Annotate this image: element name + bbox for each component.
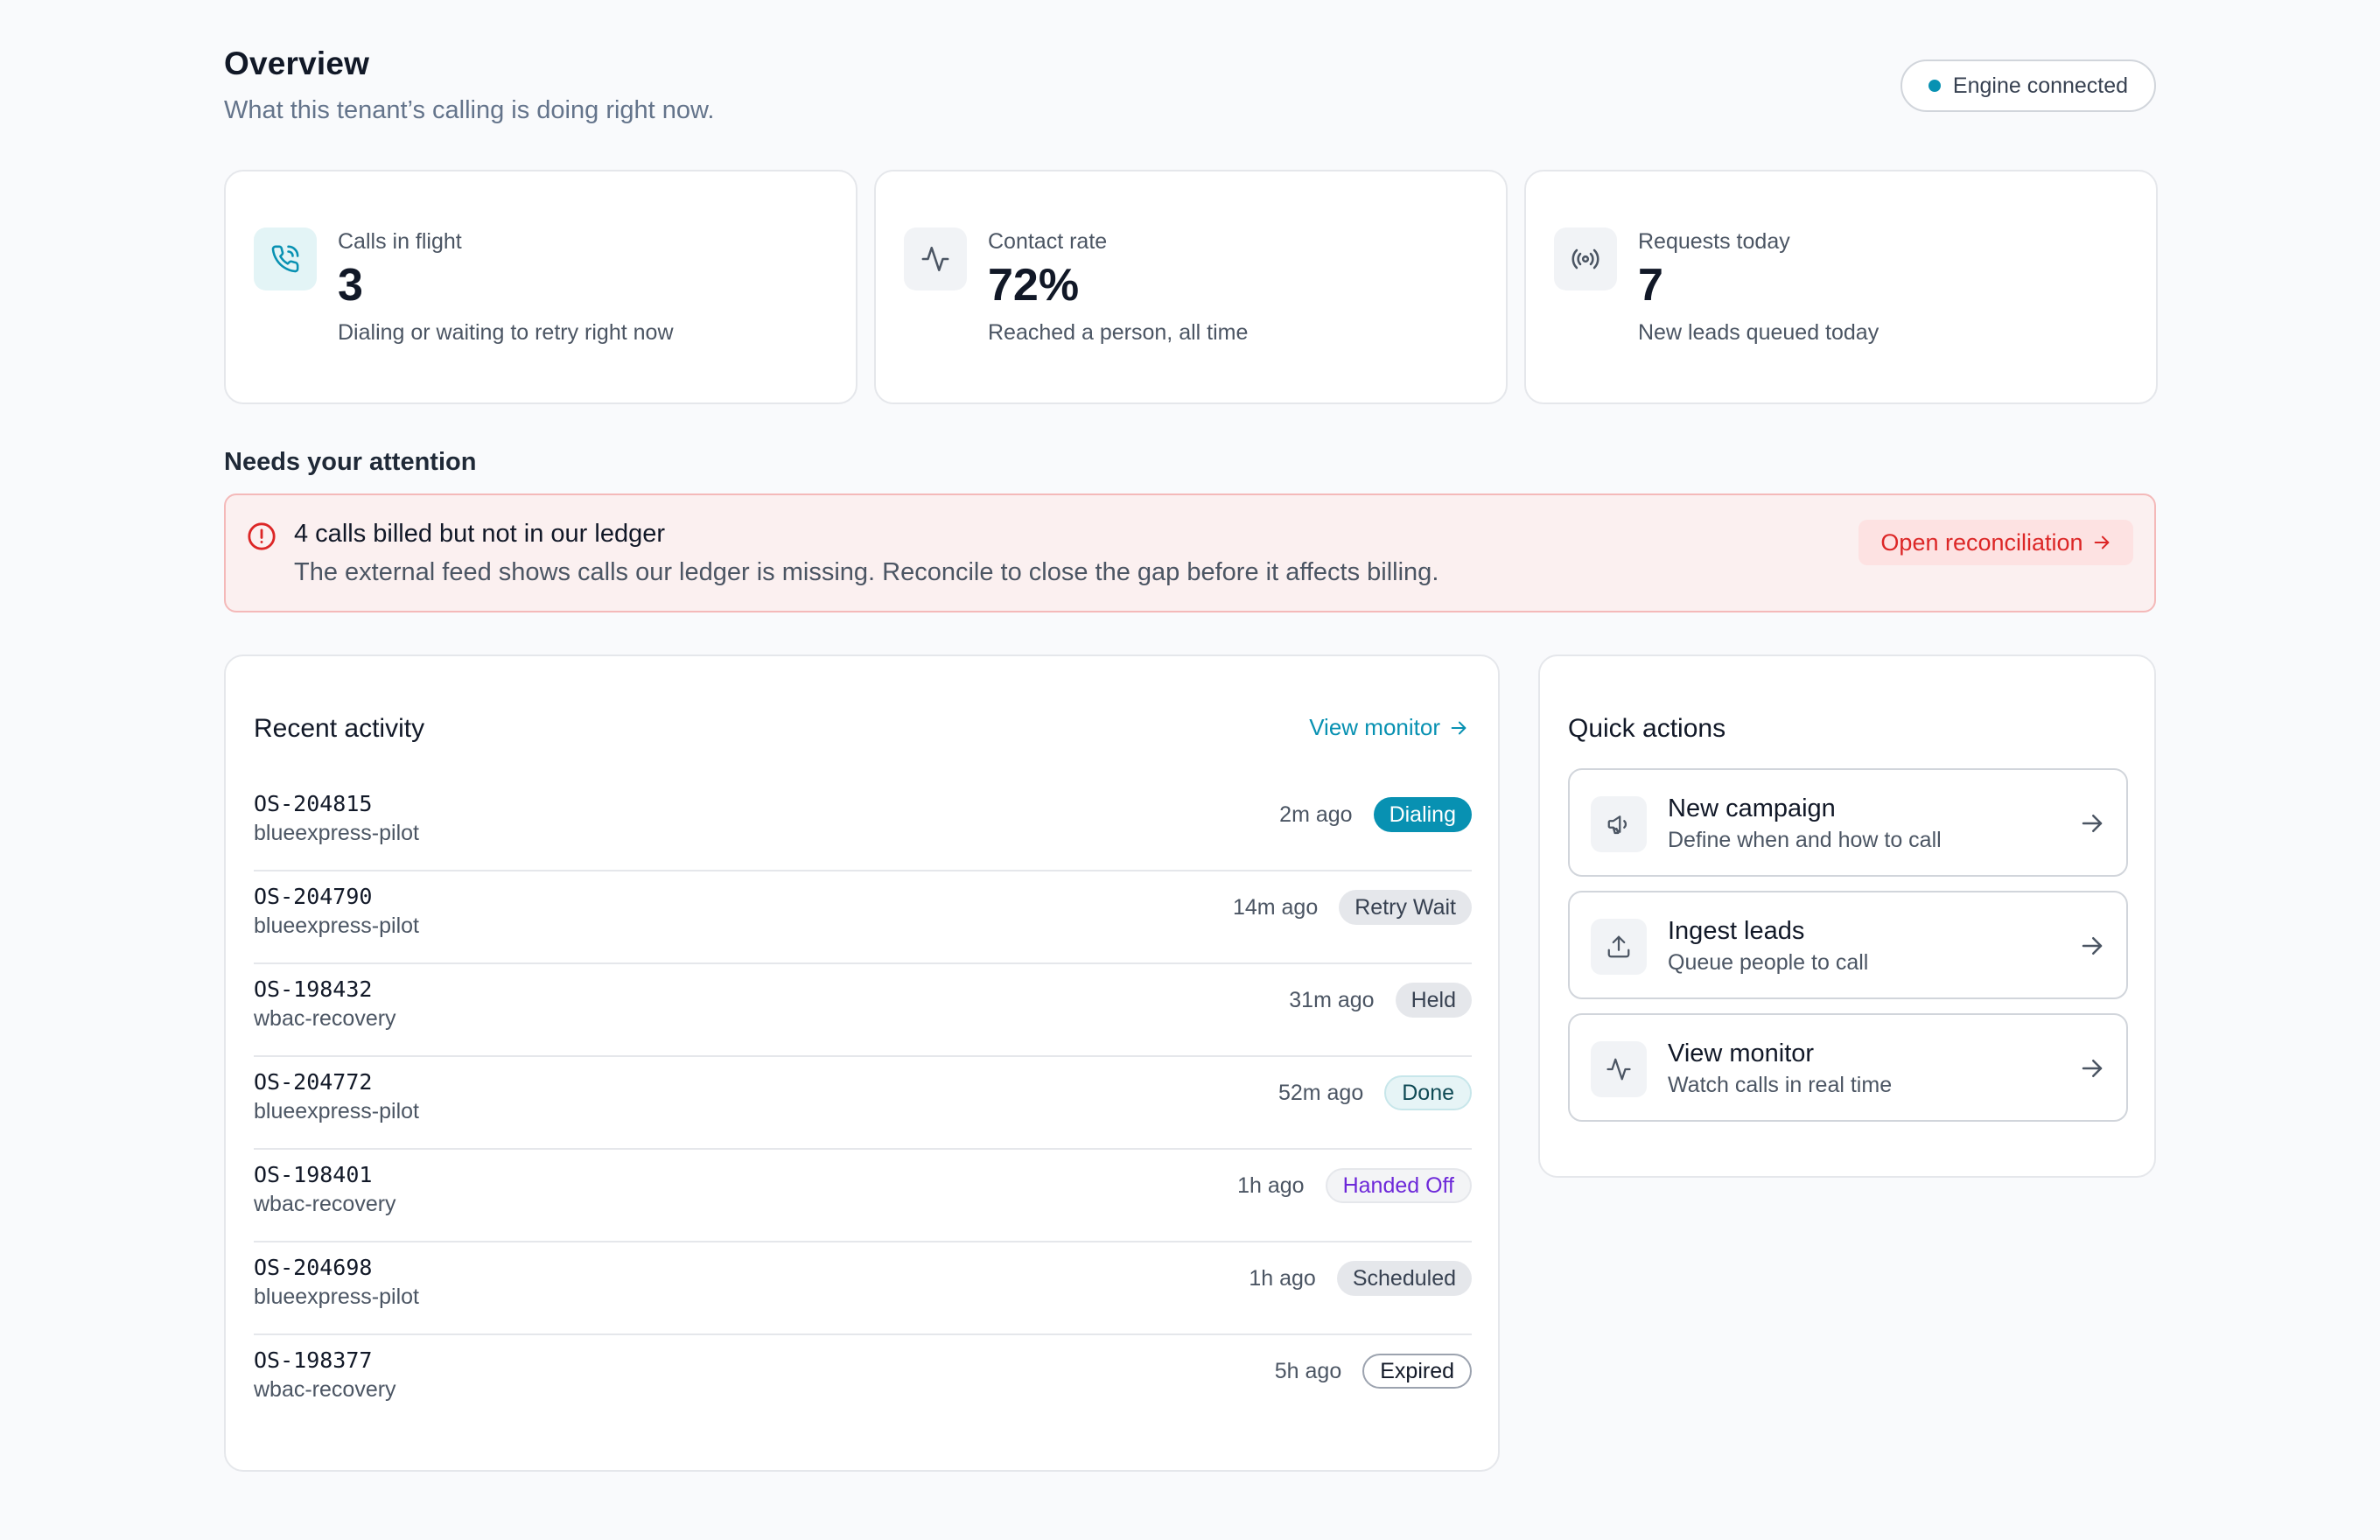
action-description: Queue people to call: [1668, 950, 1869, 975]
billing-alert: 4 calls billed but not in our ledger The…: [224, 494, 2156, 612]
status-badge: Retry Wait: [1339, 890, 1472, 925]
engine-status-label: Engine connected: [1952, 73, 2129, 98]
upload-icon: [1591, 919, 1647, 975]
quick-actions-card: Quick actions New campaign Define when a…: [1538, 654, 2156, 1178]
stat-label: Calls in flight: [338, 229, 462, 254]
stat-description: New leads queued today: [1638, 320, 1880, 345]
arrow-right-icon: [2082, 937, 2103, 955]
arrow-right-icon: [2094, 536, 2109, 550]
call-id: OS-198377: [254, 1348, 373, 1373]
status-badge: Expired: [1362, 1354, 1472, 1389]
stat-label: Contact rate: [988, 229, 1108, 254]
action-title: View monitor: [1668, 1040, 1815, 1068]
action-description: Watch calls in real time: [1668, 1073, 1893, 1097]
status-badge: Scheduled: [1336, 1261, 1472, 1296]
page-title: Overview: [224, 46, 370, 81]
campaign-name: blueexpress-pilot: [254, 1099, 419, 1124]
timestamp: 2m ago: [1279, 802, 1353, 827]
arrow-right-icon: [1451, 721, 1466, 734]
recent-activity-card: Recent activity View monitor OS-204815 b…: [224, 654, 1500, 1472]
action-title: New campaign: [1668, 794, 1836, 822]
status-badge: Held: [1395, 983, 1472, 1018]
timestamp: 5h ago: [1274, 1358, 1342, 1383]
activity-row[interactable]: OS-198432 wbac-recovery 31m ago Held: [254, 964, 1472, 1057]
alert-circle-icon: [248, 522, 276, 550]
activity-row[interactable]: OS-198401 wbac-recovery 1h ago Handed Of…: [254, 1150, 1472, 1242]
ingest-leads-button[interactable]: Ingest leads Queue people to call: [1568, 891, 2128, 999]
radio-broadcast-icon: [1554, 228, 1617, 290]
campaign-name: wbac-recovery: [254, 1377, 396, 1402]
stat-card-calls-in-flight: Calls in flight 3 Dialing or waiting to …: [224, 170, 858, 404]
call-id: OS-204772: [254, 1069, 373, 1095]
timestamp: 14m ago: [1232, 894, 1319, 920]
status-badge: Handed Off: [1325, 1168, 1472, 1203]
call-id: OS-204790: [254, 884, 373, 909]
alert-description: The external feed shows calls our ledger…: [294, 558, 1439, 586]
campaign-name: wbac-recovery: [254, 1006, 396, 1031]
action-title: Ingest leads: [1668, 917, 1805, 945]
open-reconciliation-label: Open reconciliation: [1880, 528, 2083, 556]
status-badge: Dialing: [1373, 797, 1472, 832]
stat-value: 3: [338, 260, 363, 311]
attention-heading: Needs your attention: [224, 448, 477, 476]
call-id: OS-204815: [254, 791, 373, 816]
activity-row[interactable]: OS-204698 blueexpress-pilot 1h ago Sched…: [254, 1242, 1472, 1335]
stat-description: Reached a person, all time: [988, 320, 1249, 345]
campaign-name: blueexpress-pilot: [254, 821, 419, 845]
campaign-name: blueexpress-pilot: [254, 914, 419, 938]
view-monitor-label: View monitor: [1309, 714, 1440, 740]
stat-description: Dialing or waiting to retry right now: [338, 320, 674, 345]
phone-call-icon: [254, 228, 317, 290]
status-dot-icon: [1928, 80, 1941, 92]
timestamp: 1h ago: [1237, 1172, 1305, 1198]
view-monitor-link[interactable]: View monitor: [1309, 714, 1468, 741]
stat-value: 7: [1638, 260, 1663, 311]
view-monitor-button[interactable]: View monitor Watch calls in real time: [1568, 1013, 2128, 1122]
activity-row[interactable]: OS-204772 blueexpress-pilot 52m ago Done: [254, 1057, 1472, 1150]
status-badge: Done: [1384, 1075, 1472, 1110]
activity-row[interactable]: OS-204815 blueexpress-pilot 2m ago Diali…: [254, 779, 1472, 872]
stat-card-requests-today: Requests today 7 New leads queued today: [1524, 170, 2158, 404]
timestamp: 52m ago: [1278, 1080, 1364, 1105]
recent-activity-heading: Recent activity: [254, 714, 425, 743]
page-subtitle: What this tenant’s calling is doing righ…: [224, 96, 715, 124]
call-id: OS-198401: [254, 1162, 373, 1187]
action-description: Define when and how to call: [1668, 828, 1942, 852]
quick-actions-heading: Quick actions: [1568, 714, 1726, 743]
activity-row[interactable]: OS-198377 wbac-recovery 5h ago Expired: [254, 1335, 1472, 1428]
activity-row[interactable]: OS-204790 blueexpress-pilot 14m ago Retr…: [254, 872, 1472, 964]
timestamp: 1h ago: [1249, 1265, 1316, 1291]
activity-icon: [1591, 1041, 1647, 1097]
campaign-name: wbac-recovery: [254, 1192, 396, 1216]
activity-list: OS-204815 blueexpress-pilot 2m ago Diali…: [254, 779, 1472, 1428]
megaphone-icon: [1591, 796, 1647, 852]
call-id: OS-204698: [254, 1255, 373, 1280]
stat-card-contact-rate: Contact rate 72% Reached a person, all t…: [874, 170, 1508, 404]
activity-icon: [904, 228, 967, 290]
stat-label: Requests today: [1638, 229, 1790, 254]
open-reconciliation-button[interactable]: Open reconciliation: [1858, 520, 2133, 565]
engine-status-badge: Engine connected: [1900, 60, 2156, 112]
call-id: OS-198432: [254, 976, 373, 1002]
new-campaign-button[interactable]: New campaign Define when and how to call: [1568, 768, 2128, 877]
arrow-right-icon: [2082, 815, 2103, 832]
stat-value: 72%: [988, 260, 1080, 311]
campaign-name: blueexpress-pilot: [254, 1284, 419, 1309]
arrow-right-icon: [2082, 1060, 2103, 1077]
timestamp: 31m ago: [1289, 987, 1375, 1012]
alert-title: 4 calls billed but not in our ledger: [294, 520, 665, 548]
